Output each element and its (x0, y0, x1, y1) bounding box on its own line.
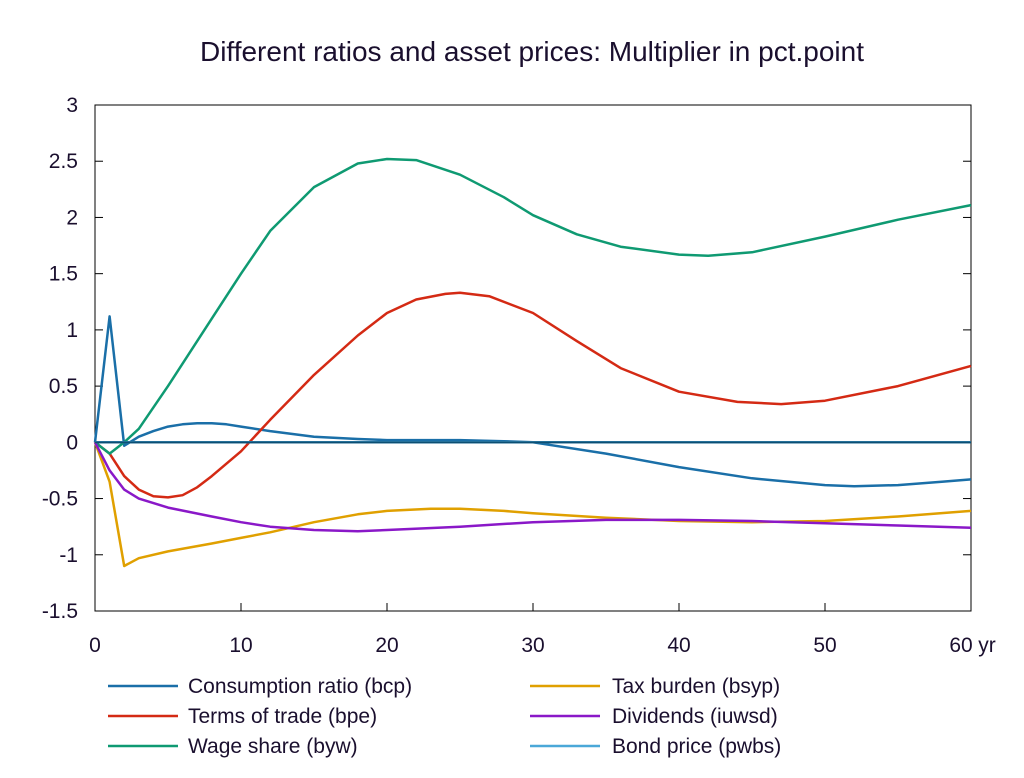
y-tick-label: 1.5 (49, 263, 78, 286)
series-line (93, 441, 972, 568)
y-tick-label: 0 (66, 431, 78, 454)
legend-label: Wage share (byw) (188, 735, 358, 758)
legend-label: Consumption ratio (bcp) (188, 675, 412, 698)
x-tick-label: 10 (229, 634, 252, 657)
legend: Consumption ratio (bcp) Terms of trade (b… (108, 675, 781, 758)
x-tick-label: 0 (89, 634, 101, 657)
y-axis: 3 2.5 2 1.5 1 0.5 0 -0.5 -1 -1.5 (42, 94, 971, 623)
legend-label: Tax burden (bsyp) (612, 675, 780, 698)
y-tick-label: 0.5 (49, 375, 78, 398)
y-tick-label: 1 (66, 319, 78, 342)
y-tick-label: 2.5 (49, 150, 78, 173)
legend-label: Terms of trade (bpe) (188, 705, 377, 728)
x-axis: 0 10 20 30 40 50 60 yr (89, 603, 996, 657)
x-tick-label: 40 (667, 634, 690, 657)
x-tick-label: 50 (813, 634, 836, 657)
y-tick-label: -1 (59, 544, 78, 567)
x-tick-label: 30 (521, 634, 544, 657)
chart-title: Different ratios and asset prices: Multi… (200, 36, 864, 67)
y-tick-label: -1.5 (42, 600, 78, 623)
legend-label: Bond price (pwbs) (612, 735, 781, 758)
series-line (94, 157, 972, 455)
legend-label: Dividends (iuwsd) (612, 705, 778, 728)
y-tick-label: 3 (66, 94, 78, 117)
x-tick-label: 60 (949, 634, 972, 657)
y-tick-label: 2 (66, 206, 78, 229)
plot-frame (94, 104, 972, 612)
x-tick-label: 20 (375, 634, 398, 657)
series-line (94, 291, 972, 499)
series-line (93, 441, 972, 533)
x-unit-label: yr (978, 634, 996, 657)
series-layer (93, 157, 972, 568)
y-tick-label: -0.5 (42, 488, 78, 511)
series-line (93, 315, 972, 488)
